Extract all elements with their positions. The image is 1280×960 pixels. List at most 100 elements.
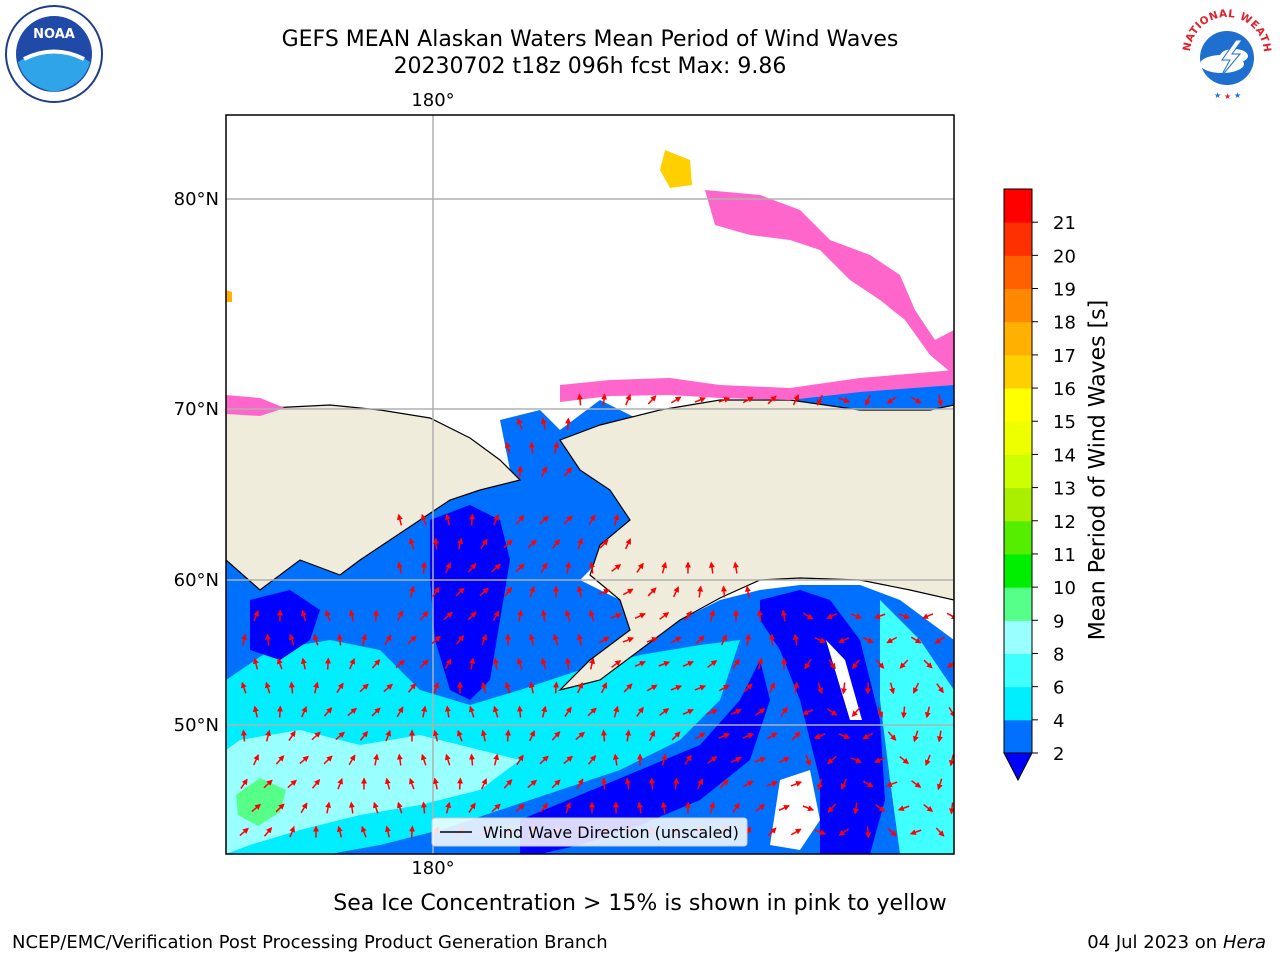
wind-wave-arrow	[409, 585, 416, 598]
colorbar-tick-label: 10	[1053, 578, 1076, 599]
wind-wave-arrow	[421, 561, 428, 574]
wind-wave-arrow	[444, 753, 451, 766]
wind-wave-arrow	[504, 441, 511, 454]
wind-wave-arrow	[517, 465, 524, 478]
wind-wave-arrow	[336, 633, 343, 646]
wind-wave-arrow	[646, 684, 658, 692]
wind-wave-arrow	[805, 754, 811, 767]
wind-wave-arrow	[600, 777, 607, 790]
wind-wave-arrow	[311, 778, 321, 789]
wind-wave-arrow	[612, 753, 619, 766]
wind-wave-arrow	[661, 561, 668, 574]
wind-wave-arrow	[323, 707, 333, 717]
wind-wave-arrow	[421, 705, 428, 718]
wind-wave-arrow	[826, 612, 838, 620]
wind-wave-arrow	[791, 731, 801, 741]
colorbar-tick-label: 21	[1053, 213, 1076, 234]
wind-wave-arrow	[670, 636, 682, 644]
wind-wave-arrow	[373, 753, 380, 766]
colorbar-segment	[1004, 587, 1032, 621]
wind-wave-arrow	[503, 539, 513, 549]
svg-text:★: ★	[1224, 92, 1231, 101]
wind-wave-arrow	[384, 825, 391, 838]
wind-wave-arrow	[419, 659, 429, 669]
colorbar-segment	[1004, 553, 1032, 588]
wind-wave-arrow	[289, 825, 295, 838]
ocean-chukchi	[500, 410, 570, 480]
longitude-label-top: 180°	[411, 90, 454, 111]
wind-wave-arrow	[541, 705, 548, 718]
svg-text:★: ★	[1214, 91, 1221, 100]
wind-wave-arrow	[565, 417, 572, 430]
sea-ice-coast-west	[226, 395, 285, 416]
wind-wave-arrow	[553, 633, 559, 646]
wind-wave-arrow	[563, 467, 573, 477]
wind-wave-arrow	[745, 633, 752, 646]
wind-wave-arrow	[851, 707, 861, 717]
wind-wave-arrow	[865, 394, 871, 407]
wind-wave-arrow	[479, 587, 489, 597]
map-title: GEFS MEAN Alaskan Waters Mean Period of …	[281, 27, 899, 52]
wind-wave-arrow	[359, 730, 369, 741]
wind-wave-arrow	[910, 636, 922, 644]
wind-wave-arrow	[838, 828, 849, 836]
wind-wave-arrow	[898, 613, 911, 619]
wind-wave-arrow	[553, 441, 560, 454]
wind-wave-arrow	[599, 539, 609, 549]
wind-wave-arrow	[948, 754, 954, 767]
wind-wave-arrow	[625, 729, 632, 742]
wind-wave-arrow	[755, 804, 766, 812]
wind-wave-arrow	[323, 755, 333, 765]
wind-wave-arrow	[851, 659, 860, 670]
wind-wave-arrow	[742, 396, 754, 404]
wind-wave-arrow	[912, 730, 919, 743]
wind-wave-arrow	[790, 828, 802, 836]
wind-wave-arrow	[778, 805, 790, 811]
sea-ice-coast-east	[560, 370, 954, 402]
map-subtitle: 20230702 t18z 096h fcst Max: 9.86	[393, 54, 787, 79]
wind-wave-arrow	[396, 706, 404, 718]
wind-wave-arrow	[457, 729, 463, 742]
wind-wave-arrow	[694, 732, 706, 740]
colorbar-segment	[1004, 620, 1032, 654]
colorbar-frame	[1003, 188, 1033, 754]
wind-wave-arrow	[263, 826, 273, 837]
wind-wave-arrow	[503, 779, 513, 789]
wind-wave-arrow	[816, 394, 824, 406]
wind-wave-arrow	[575, 731, 585, 741]
wind-wave-arrow	[647, 587, 657, 597]
wind-wave-arrow	[563, 755, 573, 765]
colorbar-title: Mean Period of Wind Waves [s]	[1085, 299, 1111, 641]
wind-wave-arrow	[828, 659, 836, 670]
wind-wave-arrow	[778, 757, 790, 763]
wind-wave-arrow	[288, 730, 296, 741]
colorbar-tick-label: 15	[1053, 412, 1076, 433]
wind-wave-arrow	[852, 802, 859, 815]
wind-wave-arrow	[312, 633, 319, 646]
wind-wave-arrow	[780, 706, 788, 717]
colorbar-tick-label: 8	[1053, 644, 1064, 665]
wind-wave-arrow	[455, 587, 465, 597]
wind-wave-arrow	[515, 563, 525, 573]
wind-wave-arrow	[873, 613, 886, 619]
wind-wave-arrow	[850, 613, 863, 619]
wind-wave-arrow	[551, 538, 561, 549]
wind-wave-arrow	[517, 417, 523, 430]
wind-wave-arrow	[408, 537, 415, 550]
wind-wave-arrow	[252, 705, 259, 718]
wind-wave-arrow	[647, 395, 657, 405]
wind-wave-arrow	[718, 684, 730, 692]
wind-wave-arrow	[886, 636, 898, 644]
wind-wave-arrow	[325, 609, 331, 622]
wind-wave-arrow	[862, 732, 874, 740]
wind-wave-arrow	[816, 778, 823, 791]
wind-wave-arrow	[862, 636, 874, 644]
wind-wave-arrow	[600, 682, 608, 694]
wind-wave-arrow	[311, 731, 321, 741]
wind-wave-arrow	[720, 585, 727, 598]
wind-wave-arrow	[240, 681, 247, 694]
wind-wave-arrow	[611, 660, 622, 668]
wind-wave-arrow	[936, 730, 943, 743]
wind-wave-arrow	[709, 801, 716, 814]
wind-wave-arrow	[277, 657, 283, 670]
